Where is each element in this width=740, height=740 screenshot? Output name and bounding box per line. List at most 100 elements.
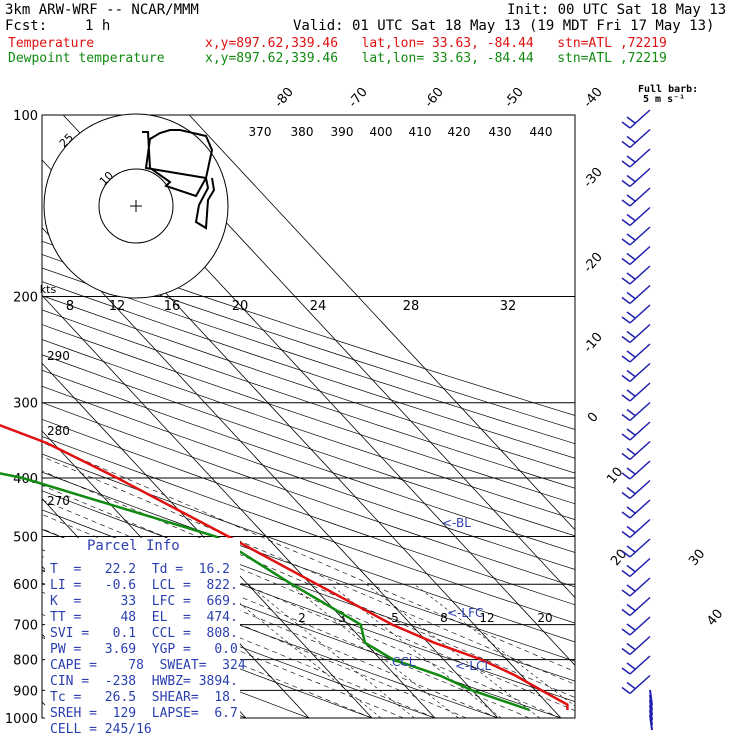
dry-adiabat-line	[42, 418, 575, 606]
wind-barb-staff	[629, 674, 651, 695]
parcel-row: CIN = -238 HWBZ= 3894.	[50, 674, 238, 689]
dry-adiabat-line	[42, 471, 575, 662]
wind-barb-staff	[629, 226, 651, 246]
dry-adiabat-line	[42, 402, 575, 588]
temperature-tick-label: -60	[422, 85, 447, 111]
dewpoint-legend-label: Dewpoint temperature	[8, 51, 165, 66]
hodograph-speed-label: 32	[500, 299, 517, 314]
theta-label: 370	[249, 125, 272, 139]
mixing-ratio-label: 5	[391, 611, 399, 625]
mixing-ratio-label: 8	[440, 611, 448, 625]
parcel-info-panel: Parcel Info T = 22.2 Td = 16.2 LI = -0.6…	[45, 538, 246, 737]
theta-label: 380	[291, 125, 314, 139]
wind-barb-flag	[621, 569, 631, 578]
dry-adiabat-line	[42, 324, 575, 505]
wind-barb-flag	[626, 174, 636, 183]
wind-barb-flag	[626, 135, 636, 144]
wind-barb-staff	[629, 421, 651, 441]
theta-label: 430	[489, 125, 512, 139]
isotherm-line	[42, 294, 436, 718]
mixing-ratio-line	[247, 583, 415, 718]
temperature-tick-label: -30	[581, 165, 606, 191]
wind-barb-staff	[629, 596, 651, 617]
parcel-row: CAPE = 78 SWEAT= 324	[50, 658, 246, 673]
wind-barb-staff	[629, 635, 651, 656]
wind-barb-flag	[626, 291, 636, 300]
hodograph-trace	[142, 129, 216, 230]
wind-barb-staff	[629, 323, 651, 344]
wind-barb-flag	[621, 296, 631, 305]
wind-barb-flag	[621, 530, 631, 539]
mixing-ratio-label: 3	[338, 611, 346, 625]
left-theta-label: 290	[47, 349, 70, 363]
wind-barb-flag	[626, 584, 636, 592]
hodograph-speed-label: 20	[232, 299, 249, 314]
parcel-row: T = 22.2 Td = 16.2	[50, 562, 231, 577]
hodograph-speed-label: 16	[164, 299, 181, 314]
pressure-tick-label: 500	[13, 530, 38, 545]
wind-barb-flag	[626, 506, 636, 514]
wind-barb-flag	[621, 121, 631, 129]
wind-barb-flag	[626, 116, 636, 124]
wind-barb-flag	[621, 374, 631, 383]
model-title: 3km ARW-WRF -- NCAR/MMM	[5, 2, 199, 18]
wind-barb-flag	[626, 486, 636, 495]
wind-barb-staff	[629, 655, 651, 675]
dry-adiabat-line	[42, 281, 575, 459]
wind-barb-staff	[649, 714, 653, 731]
wind-barb-flag	[621, 316, 631, 324]
wind-barb-flag	[621, 140, 631, 149]
theta-label: 400	[370, 125, 393, 139]
wind-barb-flag	[621, 257, 631, 266]
pressure-tick-label: 300	[13, 397, 38, 412]
wind-barb-staff	[629, 499, 651, 519]
lfc-marker: <-LFC	[447, 606, 483, 620]
wind-barb-staff	[629, 343, 651, 363]
wind-barb-flag	[626, 603, 636, 612]
wind-barb-flag	[621, 511, 631, 519]
lcl-marker: <-LCL	[455, 659, 491, 673]
theta-label: 410	[409, 125, 432, 139]
dry-adiabat-line	[42, 591, 373, 718]
ccl-marker: CCL	[392, 655, 416, 669]
wind-barb-flag	[621, 589, 631, 597]
parcel-row: SREH = 129 LAPSE= 6.7	[50, 706, 238, 721]
wind-barb-flag	[626, 369, 636, 378]
wind-barb-flag	[621, 667, 631, 675]
pressure-tick-label: 200	[13, 291, 38, 306]
wind-barb-flag	[626, 155, 636, 163]
wind-barb-flag	[626, 389, 636, 397]
dry-adiabat-line	[42, 354, 575, 537]
wind-barb-staff	[629, 479, 651, 500]
dry-adiabat-line	[42, 570, 436, 718]
wind-barb-flag	[626, 545, 636, 553]
left-theta-label: 280	[47, 424, 70, 438]
wind-legend-title: Full barb:	[638, 84, 699, 95]
pressure-tick-label: 800	[13, 654, 38, 669]
wind-barb-staff	[629, 284, 651, 305]
wind-barb-flag	[626, 564, 636, 573]
dry-adiabat-line	[42, 339, 575, 521]
pressure-tick-label: 100	[13, 109, 38, 124]
temperature-tick-label: 0	[585, 410, 602, 426]
dry-adiabat-line	[42, 453, 575, 643]
temperature-tick-label: -10	[581, 330, 606, 356]
wind-barb-staff	[629, 245, 651, 266]
wind-barb-flag	[626, 447, 636, 456]
hodograph-speed-label: 8	[66, 299, 74, 314]
dry-adiabat-line	[42, 267, 575, 445]
pressure-tick-label: 1000	[5, 712, 38, 727]
temperature-tick-label: 30	[686, 547, 708, 569]
mixing-ratio-label: 2	[298, 611, 306, 625]
pressure-tick-label: 700	[13, 619, 38, 634]
wind-barb-staff	[629, 518, 651, 539]
wind-barb-flag	[626, 681, 636, 690]
dry-adiabat-line	[42, 240, 575, 416]
valid-time: Valid: 01 UTC Sat 18 May 13 (19 MDT Fri …	[293, 18, 715, 34]
wind-barb-flag	[621, 413, 631, 422]
wind-barb-flag	[626, 642, 636, 651]
wind-barb-flag	[621, 218, 631, 227]
wind-barb-staff	[629, 304, 651, 324]
temperature-legend-label: Temperature	[8, 36, 95, 51]
